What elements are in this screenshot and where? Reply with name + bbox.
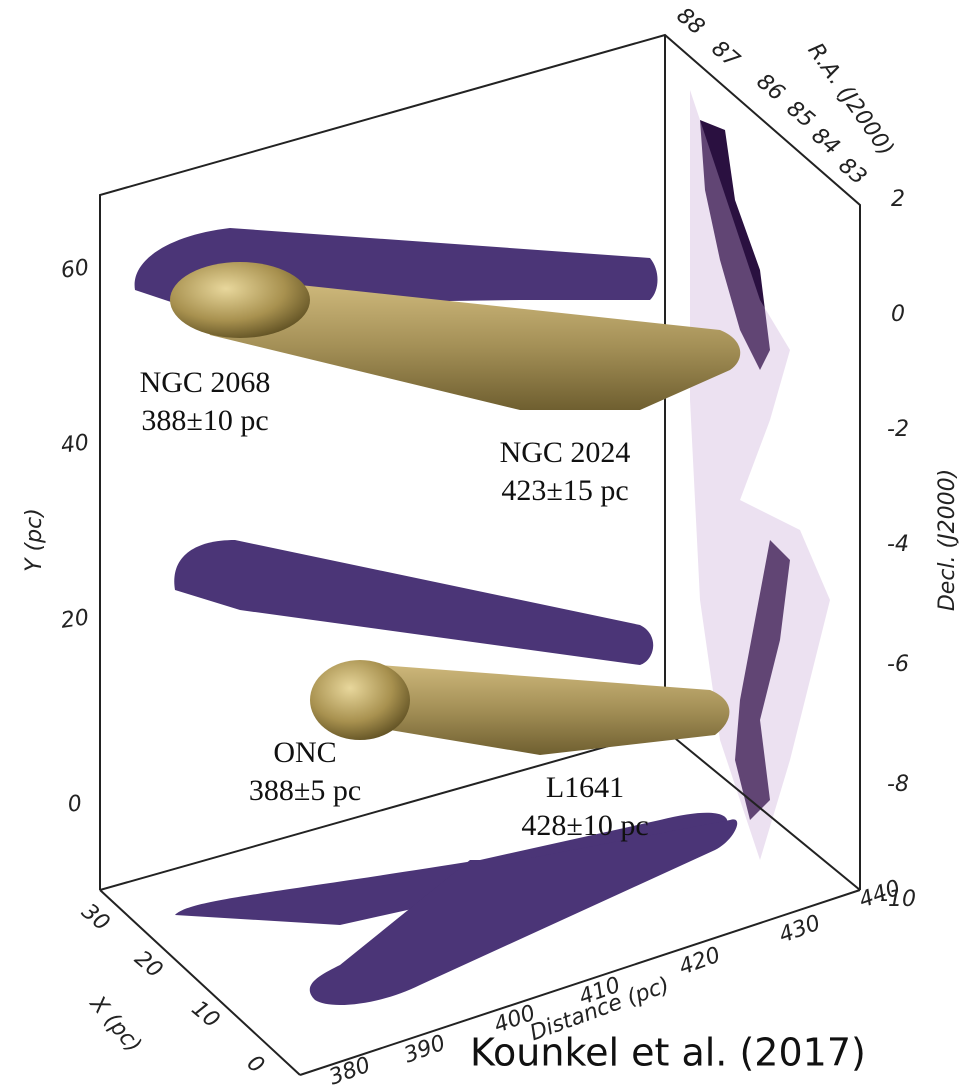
x-tick-label: 0 (242, 1051, 269, 1079)
decl-tick-label: -6 (887, 652, 909, 677)
y-tick-label: 60 (59, 255, 90, 284)
annotation-name: NGC 2024 (500, 436, 631, 469)
x-tick-label: 20 (130, 946, 168, 983)
back-projection (174, 540, 653, 665)
cylinder-cap (170, 262, 310, 338)
decl-tick-label: -8 (887, 772, 909, 797)
distance-tick-label: 390 (401, 1031, 449, 1069)
y-tick-label: 40 (59, 430, 90, 459)
x-tick-label: 10 (187, 996, 225, 1033)
annotation-distance: 388±10 pc (141, 404, 268, 437)
y-axis-label: Y (pc) (22, 508, 47, 572)
annotation-name: ONC (273, 736, 336, 769)
x-axis-label: X (pc) (84, 991, 146, 1058)
annotation-distance: 423±15 pc (501, 474, 628, 507)
cylinder-cap (310, 660, 410, 740)
ra-tick-label: 88 (672, 3, 710, 40)
decl-tick-label: 0 (891, 302, 905, 327)
decl-tick-label: 2 (891, 187, 905, 212)
figure: 0204060Y (pc)20-2-4-6-8-10Decl. (J2000)8… (0, 0, 964, 1088)
y-tick-label: 0 (66, 791, 83, 818)
y-tick-label: 20 (59, 605, 90, 634)
annotation-name: L1641 (546, 771, 624, 804)
credit: Kounkel et al. (2017) (470, 1031, 866, 1075)
annotation-distance: 388±5 pc (249, 774, 361, 807)
annotation-name: NGC 2068 (140, 366, 271, 399)
annotation-distance: 428±10 pc (521, 809, 648, 842)
cloud-map (665, 40, 860, 890)
decl-tick-label: -4 (887, 532, 909, 557)
x-tick-label: 30 (77, 899, 115, 936)
decl-axis-label: Decl. (J2000) (935, 469, 960, 611)
distance-tick-label: 380 (326, 1053, 374, 1088)
decl-tick-label: -2 (887, 417, 909, 442)
